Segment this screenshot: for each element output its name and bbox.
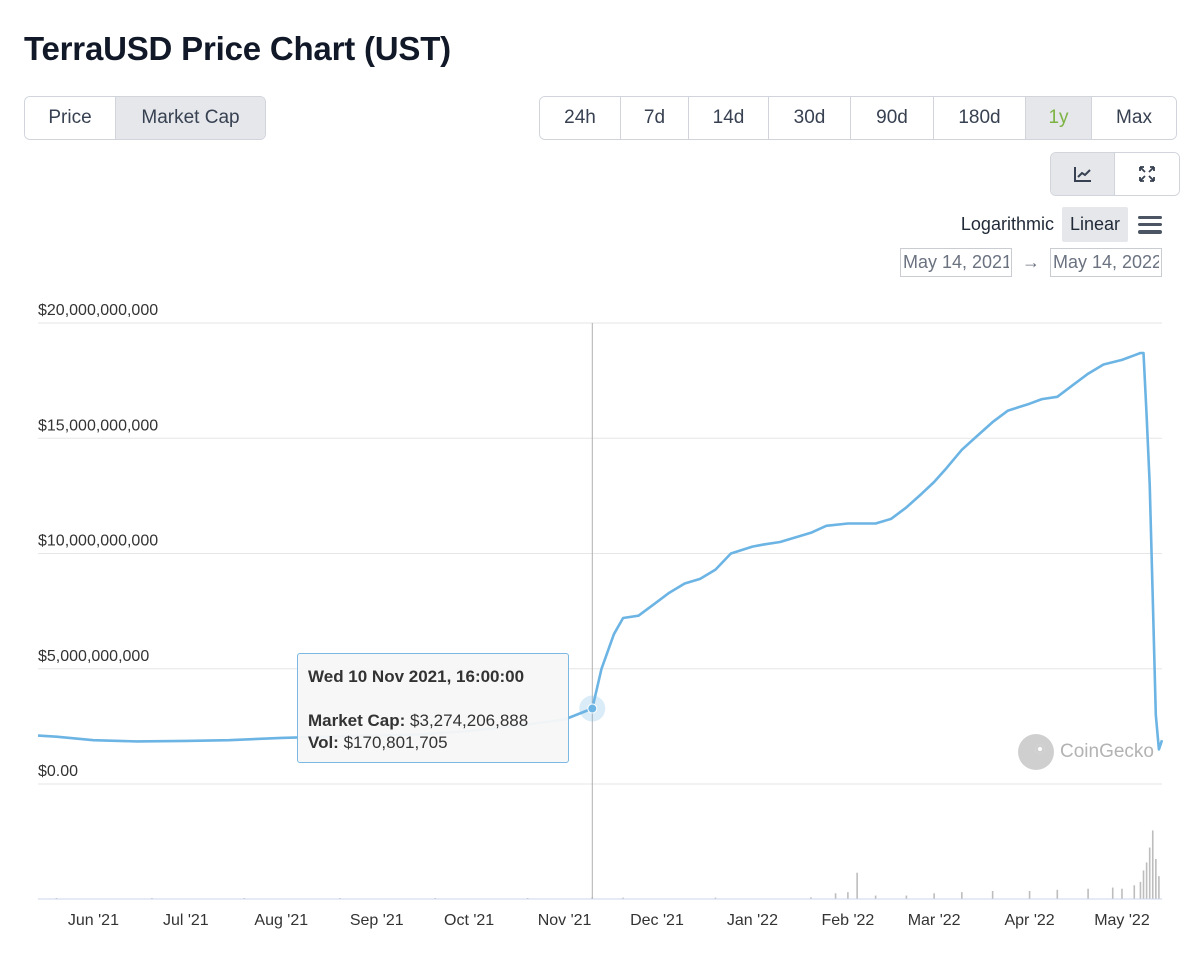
date-to-input[interactable] [1050, 248, 1162, 277]
fullscreen-button[interactable] [1115, 153, 1179, 195]
chart-tooltip: Wed 10 Nov 2021, 16:00:00 Market Cap: $3… [297, 653, 569, 763]
logarithmic-option[interactable]: Logarithmic [960, 214, 1054, 234]
tooltip-market-cap: Market Cap: $3,274,206,888 [308, 710, 558, 732]
tooltip-vol-value: $170,801,705 [343, 733, 448, 752]
y-tick-label: $0.00 [38, 763, 78, 780]
range-30d-button[interactable]: 30d [769, 97, 851, 139]
volume-bar [1028, 891, 1031, 899]
volume-bar [1148, 847, 1151, 899]
market-cap-series [37, 351, 1164, 751]
watermark-text: CoinGecko [1060, 741, 1154, 762]
volume-bar [991, 891, 994, 899]
linear-option[interactable]: Linear [1061, 207, 1128, 242]
coingecko-logo-icon [1018, 734, 1054, 770]
range-180d-button[interactable]: 180d [934, 97, 1026, 139]
volume-bar [1111, 887, 1114, 899]
date-from-input[interactable] [900, 248, 1012, 277]
volume-bar [856, 872, 858, 899]
market-cap-line [37, 351, 1164, 751]
hover-point [579, 695, 606, 722]
tooltip-volume: Vol: $170,801,705 [308, 732, 558, 754]
chart-type-toggle: Price Market Cap [24, 96, 266, 140]
volume-bar [1142, 870, 1145, 899]
range-max-button[interactable]: Max [1092, 97, 1176, 139]
x-tick-label: Jun '21 [68, 912, 119, 929]
volume-bar [714, 897, 717, 899]
volume-bar [874, 895, 877, 899]
scale-selector: Logarithmic Linear [953, 207, 1162, 242]
volume-bar [1151, 830, 1154, 899]
volume-bar [1145, 862, 1148, 899]
tooltip-date: Wed 10 Nov 2021, 16:00:00 [308, 667, 525, 686]
expand-icon [1139, 166, 1155, 182]
price-tab[interactable]: Price [25, 97, 116, 139]
x-tick-label: Apr '22 [1004, 912, 1054, 929]
y-axis-labels: $0.00 $5,000,000,000 $10,000,000,000 $15,00… [38, 302, 158, 780]
hover-marker [587, 703, 598, 714]
view-toggle [1050, 152, 1180, 196]
range-7d-button[interactable]: 7d [621, 97, 689, 139]
coingecko-watermark: CoinGecko [1018, 734, 1154, 770]
volume-bar [1087, 888, 1089, 899]
volume-bar [1133, 885, 1136, 899]
y-tick-label: $5,000,000,000 [38, 648, 149, 665]
page-title: TerraUSD Price Chart (UST) [24, 30, 451, 67]
x-tick-label: Oct '21 [444, 912, 494, 929]
line-chart-button[interactable] [1051, 153, 1115, 195]
x-axis-labels: Jun '21 Jul '21 Aug '21 Sep '21 Oct '21 Nov '… [68, 912, 1150, 929]
range-14d-button[interactable]: 14d [689, 97, 769, 139]
volume-bar [933, 893, 935, 899]
range-1y-button[interactable]: 1y [1026, 97, 1092, 139]
range-24h-button[interactable]: 24h [540, 97, 621, 139]
x-tick-label: Aug '21 [254, 912, 308, 929]
x-tick-label: Feb '22 [821, 912, 874, 929]
volume-bars [55, 830, 1160, 899]
date-range: → [900, 248, 1162, 277]
volume-bar [961, 892, 963, 899]
market-cap-tab[interactable]: Market Cap [116, 97, 265, 139]
volume-bar [847, 892, 849, 899]
y-tick-label: $20,000,000,000 [38, 302, 158, 319]
x-tick-label: Sep '21 [350, 912, 404, 929]
volume-bar [1155, 859, 1157, 899]
x-tick-label: Jul '21 [163, 912, 209, 929]
time-range-toggle: 24h 7d 14d 30d 90d 180d 1y Max [539, 96, 1177, 140]
y-tick-label: $15,000,000,000 [38, 417, 158, 434]
x-tick-label: Nov '21 [538, 912, 592, 929]
volume-bar [1139, 881, 1142, 899]
x-tick-label: May '22 [1094, 912, 1150, 929]
y-tick-label: $10,000,000,000 [38, 533, 158, 550]
tooltip-market-cap-label: Market Cap: [308, 711, 406, 730]
tooltip-vol-label: Vol: [308, 733, 339, 752]
volume-bar [1121, 888, 1123, 899]
volume-bar [1158, 876, 1160, 899]
arrow-right-icon: → [1022, 252, 1040, 272]
range-90d-button[interactable]: 90d [851, 97, 934, 139]
line-chart-icon [1073, 167, 1091, 182]
x-tick-label: Dec '21 [630, 912, 684, 929]
x-tick-label: Mar '22 [908, 912, 961, 929]
volume-bar [834, 893, 837, 899]
volume-bar [1056, 889, 1059, 899]
tooltip-market-cap-value: $3,274,206,888 [410, 711, 529, 730]
volume-bar [810, 897, 812, 899]
x-tick-label: Jan '22 [727, 912, 778, 929]
volume-bar [622, 897, 624, 899]
hamburger-menu-icon[interactable] [1138, 215, 1162, 234]
volume-bar [905, 895, 908, 899]
